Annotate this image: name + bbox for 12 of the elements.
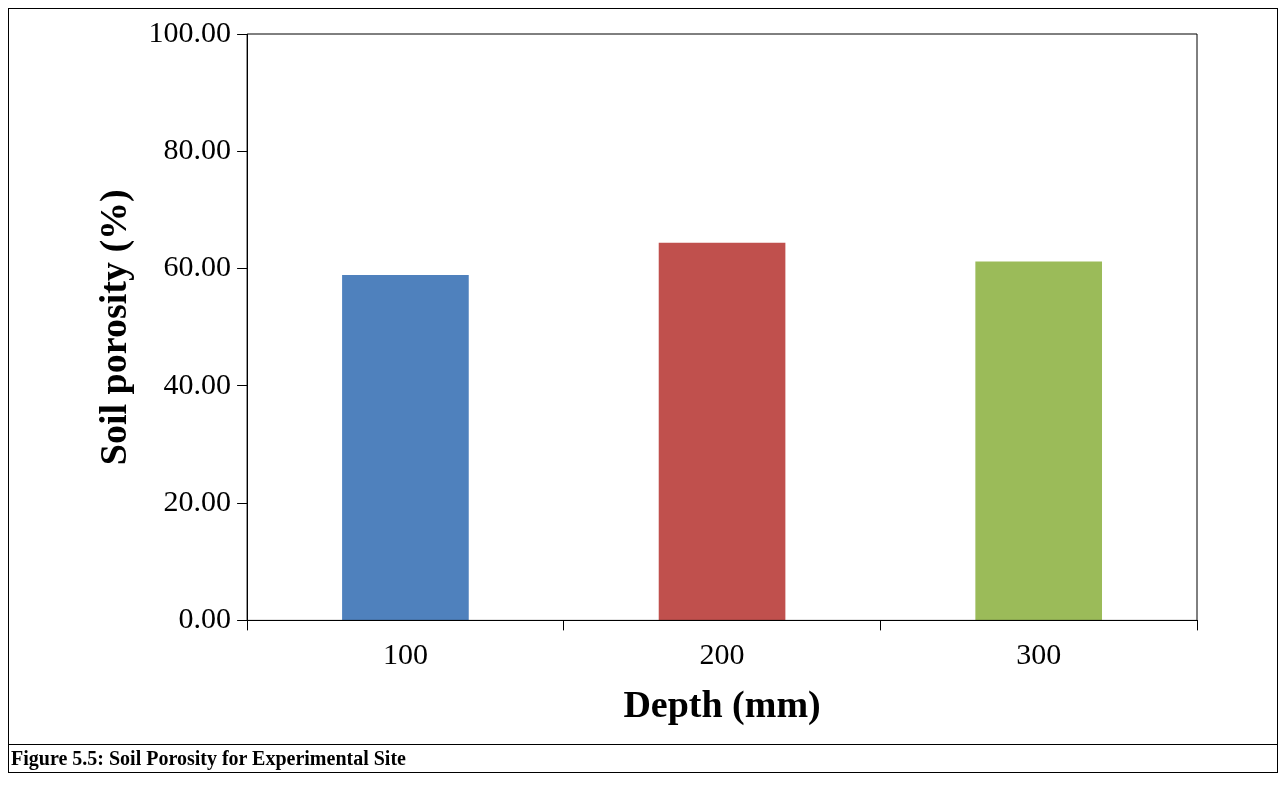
y-tick-label: 100.00 [148, 14, 232, 48]
y-tick-label: 80.00 [163, 132, 232, 166]
y-tick-label: 40.00 [163, 366, 232, 400]
y-tick-label: 20.00 [163, 483, 232, 517]
x-tick-label: 100 [382, 637, 428, 671]
caption: Figure 5.5: Soil Porosity for Experimental Site [9, 744, 1277, 772]
x-axis-title: Depth (mm) [623, 683, 821, 727]
x-tick-label: 300 [1016, 637, 1062, 671]
y-tick-label: 60.00 [163, 249, 232, 283]
y-tick-label: 0.00 [178, 601, 232, 635]
y-axis-title: Soil porosity (%) [91, 189, 135, 466]
x-tick-label: 200 [699, 637, 745, 671]
